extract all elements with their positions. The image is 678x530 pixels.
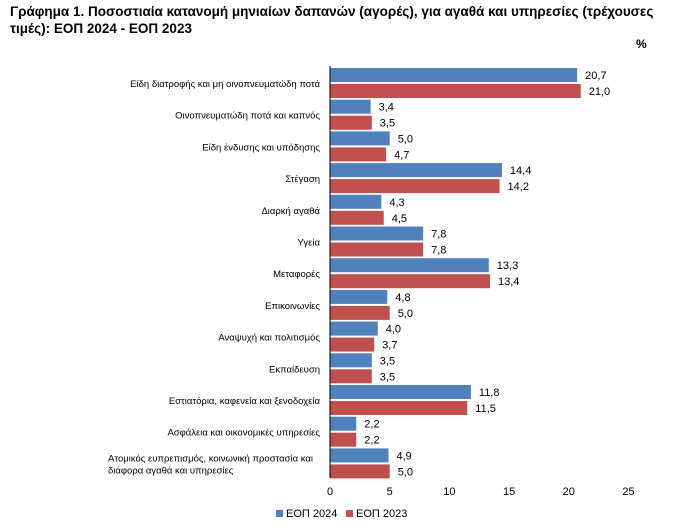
data-label-eop2023-12: 5,0 (398, 466, 413, 478)
bar-eop2023-10 (330, 401, 468, 415)
legend-swatch-eop2023 (346, 510, 353, 517)
bar-eop2024-11 (330, 416, 357, 431)
bar-eop2023-2 (330, 147, 387, 162)
bar-eop2023-11 (330, 432, 357, 447)
bar-eop2023-7 (330, 305, 390, 320)
bar-eop2024-10 (330, 385, 471, 399)
x-tick-label-5: 5 (387, 486, 393, 498)
data-label-eop2024-4: 4,3 (389, 197, 404, 209)
legend-label-eop2023: ΕΟΠ 2023 (356, 508, 407, 520)
bar-eop2024-2 (330, 131, 390, 146)
bar-eop2023-8 (330, 337, 375, 352)
bar-eop2023-5 (330, 242, 424, 257)
data-label-eop2023-6: 13,4 (498, 276, 519, 288)
data-label-eop2024-10: 11,8 (479, 387, 500, 399)
category-label-7: Επικοινωνίες (265, 301, 320, 312)
category-label-12: Ατομικός ευπρεπισμός, κοινωνική προστασί… (108, 453, 313, 476)
data-label-eop2024-3: 14,4 (510, 165, 531, 177)
data-label-eop2023-11: 2,2 (364, 435, 379, 447)
bar-eop2024-5 (330, 226, 424, 241)
data-label-eop2024-11: 2,2 (364, 419, 379, 431)
data-label-eop2024-0: 20,7 (585, 70, 606, 82)
category-label-0: Είδη διατροφής και μη οινοπνευματώδη ποτ… (130, 79, 320, 90)
category-label-9: Εκπαίδευση (269, 364, 320, 375)
category-label-4: Διαρκή αγαθά (261, 206, 320, 217)
data-label-eop2024-5: 7,8 (431, 229, 446, 241)
data-label-eop2023-5: 7,8 (431, 245, 446, 257)
bar-eop2024-7 (330, 289, 388, 304)
data-label-eop2024-12: 4,9 (397, 450, 412, 462)
bar-eop2023-12 (330, 464, 390, 479)
bar-eop2024-1 (330, 99, 371, 114)
legend-swatch-eop2024 (276, 510, 283, 517)
data-label-eop2023-9: 3,5 (380, 371, 395, 383)
bar-eop2024-12 (330, 448, 389, 463)
data-label-eop2023-2: 4,7 (394, 149, 409, 161)
data-label-eop2023-3: 14,2 (508, 181, 529, 193)
data-label-eop2023-1: 3,5 (380, 118, 395, 130)
data-label-eop2023-4: 4,5 (392, 213, 407, 225)
bar-eop2023-4 (330, 210, 384, 225)
category-label-1: Οινοπνευματώδη ποτά και καπνός (175, 111, 320, 122)
data-label-eop2023-10: 11,5 (475, 403, 496, 415)
legend-label-eop2024: ΕΟΠ 2024 (286, 508, 337, 520)
chart-title: Γράφημα 1. Ποσοστιαία κατανομή μηνιαίων … (10, 4, 654, 36)
category-label-3: Στέγαση (285, 174, 320, 185)
bar-eop2023-1 (330, 115, 372, 130)
x-tick-label-25: 25 (622, 486, 634, 498)
data-label-eop2024-8: 4,0 (386, 324, 401, 336)
bar-eop2024-4 (330, 194, 382, 209)
data-label-eop2023-0: 21,0 (589, 86, 610, 98)
bar-eop2023-6 (330, 274, 490, 289)
category-label-6: Μεταφορές (273, 269, 320, 280)
data-label-eop2024-9: 3,5 (380, 355, 395, 367)
category-label-5: Υγεία (298, 238, 321, 249)
x-tick-label-15: 15 (503, 486, 515, 498)
category-label-10: Εστιατόρια, καφενεία και ξενοδοχεία (169, 396, 321, 407)
bar-eop2024-6 (330, 258, 489, 273)
data-label-eop2024-6: 13,3 (497, 260, 518, 272)
bar-eop2024-8 (330, 321, 378, 336)
data-label-eop2024-2: 5,0 (398, 133, 413, 145)
bar-eop2023-0 (330, 84, 581, 98)
category-label-11: Ασφάλεια και οικονομικές υπηρεσίες (167, 428, 320, 439)
category-label-2: Είδη ένδυσης και υπόδησης (202, 142, 320, 153)
data-label-eop2024-7: 4,8 (395, 292, 410, 304)
category-label-8: Αναψυχή και πολιτισμός (218, 333, 320, 344)
bar-eop2024-3 (330, 163, 502, 178)
x-tick-label-10: 10 (443, 486, 455, 498)
x-tick-label-0: 0 (327, 486, 333, 498)
data-label-eop2023-7: 5,0 (398, 308, 413, 320)
bar-eop2023-3 (330, 179, 500, 194)
x-tick-label-20: 20 (563, 486, 575, 498)
bar-eop2023-9 (330, 369, 372, 384)
data-label-eop2024-1: 3,4 (379, 102, 394, 114)
bar-eop2024-9 (330, 353, 372, 368)
unit-label: % (636, 37, 647, 51)
data-label-eop2023-8: 3,7 (382, 340, 397, 352)
bar-eop2024-0 (330, 68, 578, 82)
